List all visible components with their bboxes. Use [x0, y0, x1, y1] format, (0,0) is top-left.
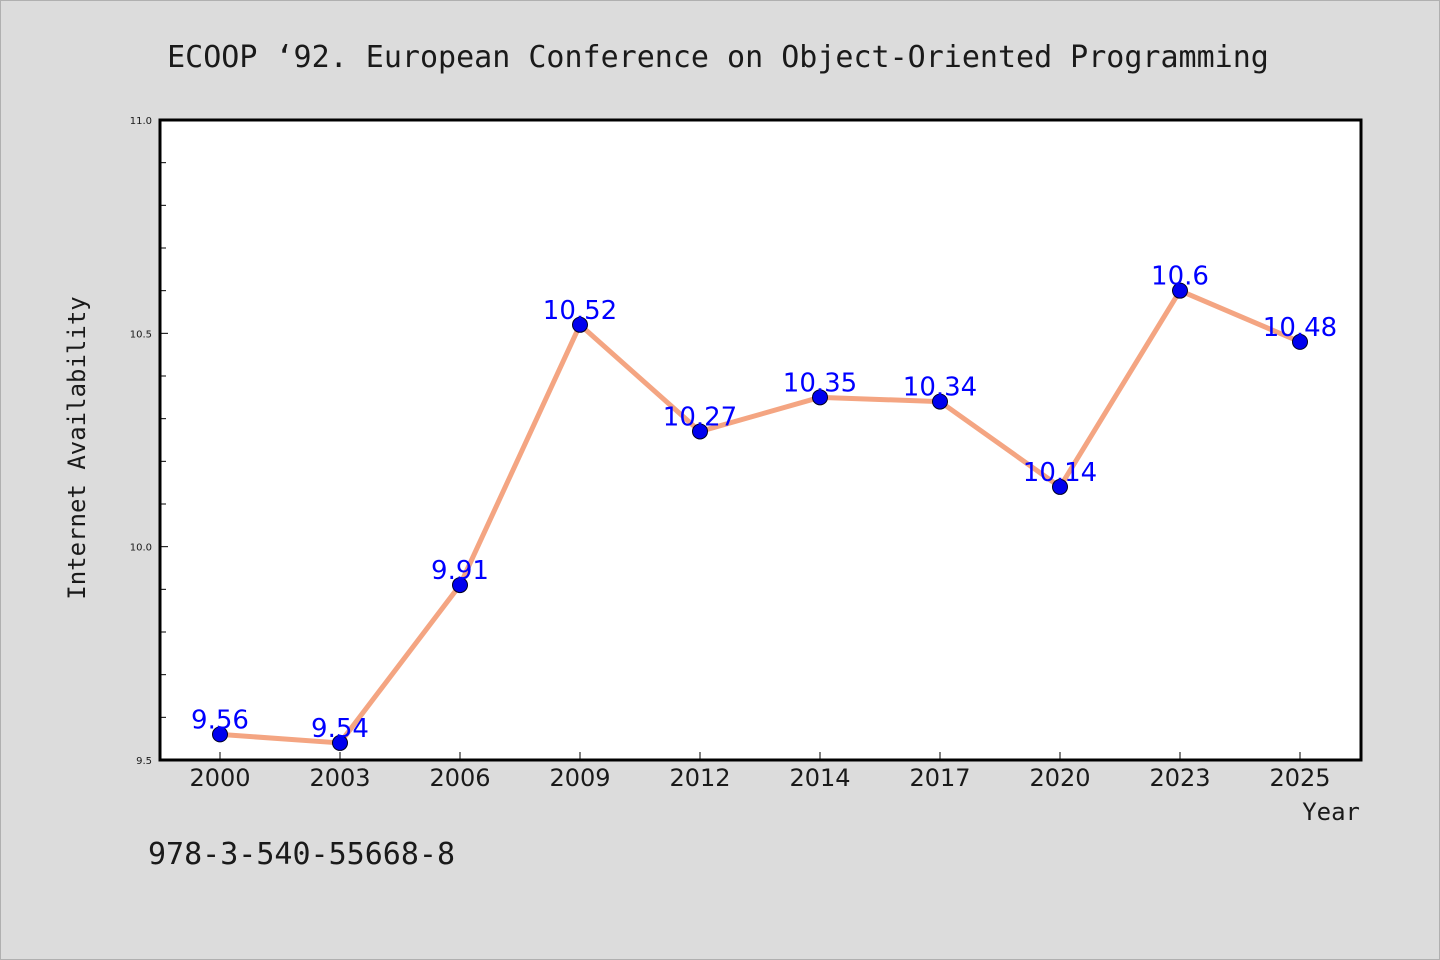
x-tick-label: 2000 [189, 764, 250, 792]
series-markers [212, 282, 1308, 751]
x-tick-label: 2020 [1029, 764, 1090, 792]
chart-title: ECOOP ‘92. European Conference on Object… [167, 40, 1269, 75]
series-line [217, 288, 1303, 746]
data-point [452, 577, 468, 594]
data-label: 10.27 [663, 402, 737, 432]
x-tick-label: 2017 [909, 764, 970, 792]
data-point [332, 734, 348, 751]
y-axis-label: Internet Availability [63, 296, 91, 599]
plot-area [158, 118, 1363, 762]
x-tick-label: 2006 [429, 764, 490, 792]
data-label: 10.48 [1263, 313, 1337, 343]
data-labels: 9.56 9.54 9.91 10.52 10.27 10.35 10.34 10.14 10.… [191, 262, 1337, 744]
x-tick-label: 2025 [1269, 764, 1330, 792]
data-label: 10.6 [1151, 262, 1209, 292]
data-point [212, 726, 228, 743]
x-tick-label: 2014 [789, 764, 850, 792]
data-label: 10.34 [903, 373, 977, 403]
data-label: 9.56 [191, 705, 249, 735]
x-axis-label: Year [1302, 798, 1360, 826]
x-tick-label: 2009 [549, 764, 610, 792]
data-label: 10.52 [543, 296, 617, 326]
x-tick-label: 2003 [309, 764, 370, 792]
y-tick-label: 11.0 [130, 116, 152, 127]
x-axis: 2000 2003 2006 2009 2012 2014 2017 2020 2023 2025 [189, 752, 1331, 792]
y-tick-label: 10.0 [130, 543, 152, 554]
data-point [692, 423, 708, 440]
y-tick-label: 9.5 [136, 756, 152, 767]
data-point [572, 316, 588, 333]
data-label: 9.54 [311, 714, 369, 744]
isbn-text: 978-3-540-55668-8 [148, 837, 455, 872]
data-point [1172, 282, 1188, 299]
series-polyline [217, 288, 1303, 746]
data-point [1292, 333, 1308, 350]
data-point [1052, 478, 1068, 495]
y-axis: 9.5 10.0 10.5 11.0 [130, 116, 168, 767]
data-label: 9.91 [431, 556, 489, 586]
x-tick-label: 2023 [1149, 764, 1210, 792]
data-label: 10.14 [1023, 458, 1097, 488]
y-tick-label: 10.5 [130, 329, 152, 340]
x-tick-label: 2012 [669, 764, 730, 792]
data-label: 10.35 [783, 368, 857, 398]
data-point [932, 393, 948, 410]
data-point [812, 389, 828, 406]
